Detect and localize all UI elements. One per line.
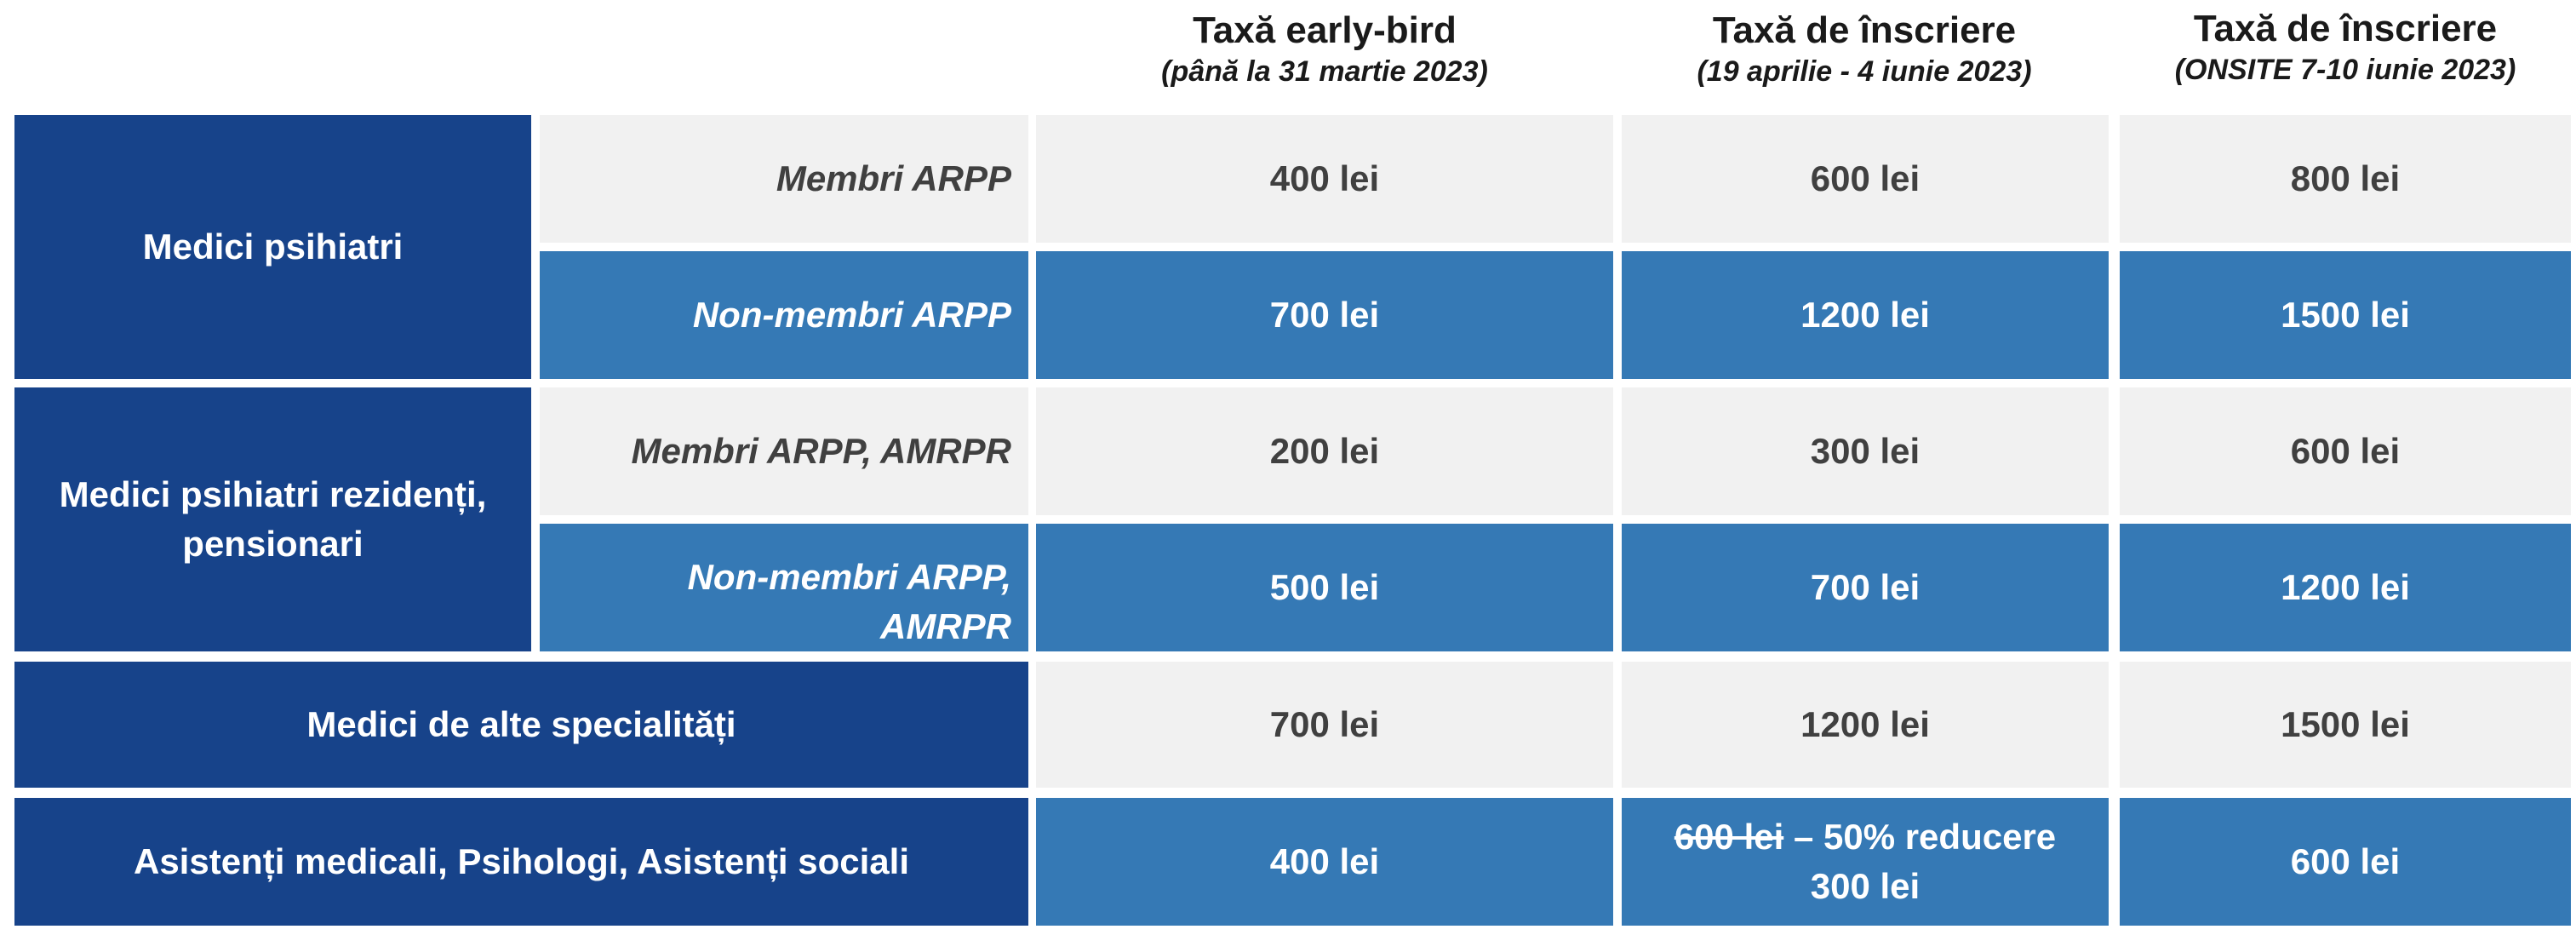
row-label: Membri ARPP, AMRPR xyxy=(631,431,1011,471)
header-registration: Taxă de înscriere (19 aprilie - 4 iunie … xyxy=(1622,9,2107,111)
price-cell: 1200 lei xyxy=(1622,251,2109,379)
price-cell: 700 lei xyxy=(1036,251,1613,379)
header-early-bird-title: Taxă early-bird xyxy=(1193,9,1457,51)
price-value: 1200 lei xyxy=(1800,704,1930,744)
header-registration-subtitle: (19 aprilie - 4 iunie 2023) xyxy=(1697,55,2032,88)
price-cell: 500 lei xyxy=(1036,524,1613,651)
price-value: 200 lei xyxy=(1269,431,1380,471)
category-asistenti-psihologi: Asistenți medicali, Psihologi, Asistenți… xyxy=(14,798,1028,926)
price-value: 1200 lei xyxy=(1800,295,1930,335)
discount-line: 600 lei – 50% reducere xyxy=(1674,812,2056,862)
price-cell: 300 lei xyxy=(1622,387,2109,515)
price-value: 800 lei xyxy=(2290,158,2401,198)
row-label-non-membri-arpp: Non-membri ARPP xyxy=(540,251,1028,379)
row-label-non-membri-arpp-amrpr: Non-membri ARPP, AMRPR xyxy=(540,524,1028,651)
row-label-line2: AMRPR xyxy=(880,606,1011,646)
price-cell: 400 lei xyxy=(1036,798,1613,926)
price-cell: 1500 lei xyxy=(2120,251,2571,379)
price-value: 1500 lei xyxy=(2281,704,2410,744)
category-label: Medici de alte specialități xyxy=(306,704,736,744)
new-price: 300 lei xyxy=(1810,866,1921,906)
price-cell-discount: 600 lei – 50% reducere 300 lei xyxy=(1622,798,2109,926)
price-cell: 1200 lei xyxy=(1622,662,2109,788)
price-value: 700 lei xyxy=(1269,704,1380,744)
category-medici-rezidenti-pensionari: Medici psihiatri rezidenți, pensionari xyxy=(14,387,531,651)
price-value: 400 lei xyxy=(1269,841,1380,881)
price-cell: 600 lei xyxy=(2120,387,2571,515)
price-cell: 1200 lei xyxy=(2120,524,2571,651)
category-label: Asistenți medicali, Psihologi, Asistenți… xyxy=(133,841,910,881)
category-label-line2: pensionari xyxy=(182,524,364,564)
header-onsite: Taxă de înscriere (ONSITE 7-10 iunie 202… xyxy=(2120,7,2571,109)
header-onsite-subtitle: (ONSITE 7-10 iunie 2023) xyxy=(2174,54,2516,86)
header-early-bird-subtitle: (până la 31 martie 2023) xyxy=(1161,55,1488,88)
price-value: 1500 lei xyxy=(2281,295,2410,335)
price-value: 1200 lei xyxy=(2281,567,2410,607)
discount-text: – 50% reducere xyxy=(1783,817,2057,857)
price-value: 400 lei xyxy=(1269,158,1380,198)
price-value: 600 lei xyxy=(1810,158,1921,198)
row-label-line1: Non-membri ARPP, xyxy=(687,557,1011,597)
category-label-line1: Medici psihiatri rezidenți, xyxy=(59,474,487,514)
price-value: 300 lei xyxy=(1810,431,1921,471)
price-value: 700 lei xyxy=(1810,567,1921,607)
price-cell: 400 lei xyxy=(1036,115,1613,243)
price-value: 700 lei xyxy=(1269,295,1380,335)
category-medici-psihiatri: Medici psihiatri xyxy=(14,115,531,379)
price-cell: 700 lei xyxy=(1622,524,2109,651)
header-onsite-title: Taxă de înscriere xyxy=(2193,8,2498,49)
row-label-membri-arpp: Membri ARPP xyxy=(540,115,1028,243)
price-cell: 700 lei xyxy=(1036,662,1613,788)
row-label: Membri ARPP xyxy=(776,158,1011,198)
header-early-bird: Taxă early-bird (până la 31 martie 2023) xyxy=(1036,9,1613,111)
old-price: 600 lei xyxy=(1674,817,1784,857)
price-cell: 1500 lei xyxy=(2120,662,2571,788)
row-label-membri-arpp-amrpr: Membri ARPP, AMRPR xyxy=(540,387,1028,515)
price-value: 600 lei xyxy=(2290,841,2401,881)
row-label: Non-membri ARPP xyxy=(692,295,1011,335)
price-cell: 600 lei xyxy=(1622,115,2109,243)
price-cell: 600 lei xyxy=(2120,798,2571,926)
category-label: Medici psihiatri xyxy=(142,227,404,267)
price-value: 600 lei xyxy=(2290,431,2401,471)
price-value: 500 lei xyxy=(1269,567,1380,607)
category-medici-alte-specialitati: Medici de alte specialități xyxy=(14,662,1028,788)
header-registration-title: Taxă de înscriere xyxy=(1712,9,2017,51)
price-cell: 800 lei xyxy=(2120,115,2571,243)
price-cell: 200 lei xyxy=(1036,387,1613,515)
